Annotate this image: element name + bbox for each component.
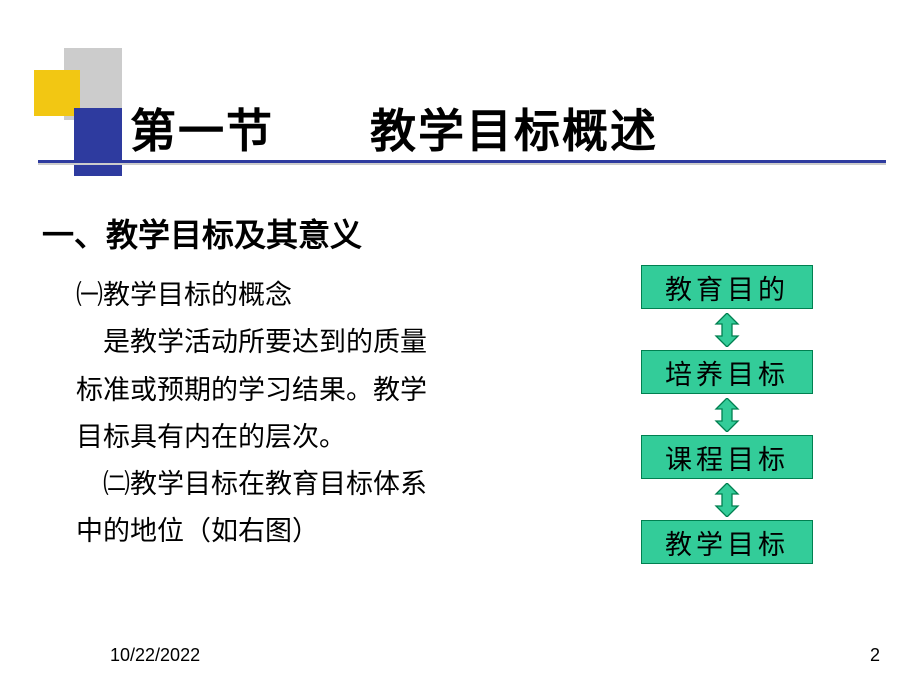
body-line-4: 目标具有内在的层次。 xyxy=(76,414,516,461)
flow-arrow-3 xyxy=(710,482,744,517)
flow-arrow-2 xyxy=(710,397,744,432)
body-line-6: 中的地位（如右图） xyxy=(76,508,516,555)
title-underline-shadow xyxy=(38,163,886,165)
section-heading: 一、教学目标及其意义 xyxy=(42,210,362,256)
flow-node-2: 培养目标 xyxy=(641,350,813,394)
body-line-3: 标准或预期的学习结果。教学 xyxy=(76,367,516,414)
flow-node-4: 教学目标 xyxy=(641,520,813,564)
footer-page-number: 2 xyxy=(870,645,880,666)
body-line-1: ㈠教学目标的概念 xyxy=(76,272,516,319)
deco-blue-rect xyxy=(74,108,122,176)
flow-arrow-1 xyxy=(710,312,744,347)
flowchart: 教育目的 培养目标 课程目标 教学目标 xyxy=(632,265,822,564)
body-line-2: 是教学活动所要达到的质量 xyxy=(76,319,516,366)
body-text: ㈠教学目标的概念 是教学活动所要达到的质量 标准或预期的学习结果。教学 目标具有… xyxy=(76,272,516,556)
flow-node-3: 课程目标 xyxy=(641,435,813,479)
slide-title: 第一节 教学目标概述 xyxy=(130,95,658,161)
corner-decoration xyxy=(34,48,134,178)
footer-date: 10/22/2022 xyxy=(110,645,200,666)
body-line-5: ㈡教学目标在教育目标体系 xyxy=(76,461,516,508)
flow-node-1: 教育目的 xyxy=(641,265,813,309)
